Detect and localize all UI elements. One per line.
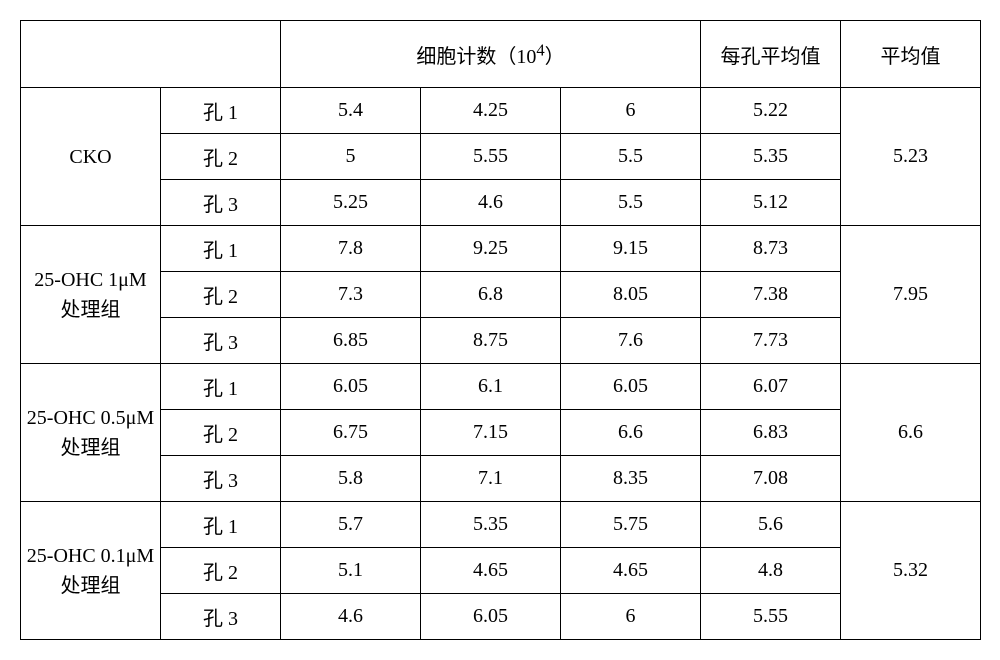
cell-value: 4.6	[281, 594, 421, 640]
well-label: 孔 1	[161, 502, 281, 548]
cell-value: 5.75	[561, 502, 701, 548]
cell-value: 5.5	[561, 134, 701, 180]
well-avg: 5.22	[701, 88, 841, 134]
well-avg: 5.12	[701, 180, 841, 226]
cell-value: 6.05	[561, 364, 701, 410]
well-avg: 4.8	[701, 548, 841, 594]
well-label: 孔 2	[161, 410, 281, 456]
table-row: CKO 孔 1 5.4 4.25 6 5.22 5.23	[21, 88, 981, 134]
table-row: 25-OHC 1μM处理组 孔 1 7.8 9.25 9.15 8.73 7.9…	[21, 226, 981, 272]
cell-value: 7.3	[281, 272, 421, 318]
header-cellcount: 细胞计数（104）	[281, 21, 701, 88]
cell-value: 7.15	[421, 410, 561, 456]
cell-value: 7.8	[281, 226, 421, 272]
cell-value: 6.75	[281, 410, 421, 456]
group-name: 25-OHC 0.1μM处理组	[21, 502, 161, 640]
header-blank	[21, 21, 281, 88]
group-avg: 7.95	[841, 226, 981, 364]
table-row: 孔 3 4.6 6.05 6 5.55	[21, 594, 981, 640]
table-header-row: 细胞计数（104） 每孔平均值 平均值	[21, 21, 981, 88]
header-cellcount-text: 细胞计数（10	[416, 46, 536, 68]
group-name: 25-OHC 0.5μM处理组	[21, 364, 161, 502]
table-row: 孔 3 6.85 8.75 7.6 7.73	[21, 318, 981, 364]
well-label: 孔 1	[161, 88, 281, 134]
header-avg: 平均值	[841, 21, 981, 88]
well-avg: 5.35	[701, 134, 841, 180]
well-label: 孔 2	[161, 134, 281, 180]
well-label: 孔 3	[161, 318, 281, 364]
cell-count-table: 细胞计数（104） 每孔平均值 平均值 CKO 孔 1 5.4 4.25 6 5…	[20, 20, 981, 640]
cell-value: 7.1	[421, 456, 561, 502]
cell-value: 7.6	[561, 318, 701, 364]
cell-value: 4.6	[421, 180, 561, 226]
cell-value: 4.65	[421, 548, 561, 594]
cell-value: 4.25	[421, 88, 561, 134]
table-row: 25-OHC 0.1μM处理组 孔 1 5.7 5.35 5.75 5.6 5.…	[21, 502, 981, 548]
header-cellcount-sup: 4	[536, 40, 544, 59]
cell-value: 5	[281, 134, 421, 180]
cell-value: 5.7	[281, 502, 421, 548]
cell-value: 5.25	[281, 180, 421, 226]
header-cellcount-close: ）	[545, 46, 565, 68]
cell-value: 6.1	[421, 364, 561, 410]
group-avg: 5.23	[841, 88, 981, 226]
well-avg: 8.73	[701, 226, 841, 272]
well-label: 孔 3	[161, 456, 281, 502]
well-label: 孔 1	[161, 364, 281, 410]
table-row: 孔 3 5.8 7.1 8.35 7.08	[21, 456, 981, 502]
table-row: 孔 2 7.3 6.8 8.05 7.38	[21, 272, 981, 318]
well-avg: 5.6	[701, 502, 841, 548]
cell-value: 5.4	[281, 88, 421, 134]
cell-value: 6.05	[281, 364, 421, 410]
cell-value: 6.05	[421, 594, 561, 640]
table-row: 孔 2 5 5.55 5.5 5.35	[21, 134, 981, 180]
cell-value: 5.1	[281, 548, 421, 594]
table-row: 孔 2 6.75 7.15 6.6 6.83	[21, 410, 981, 456]
well-avg: 6.07	[701, 364, 841, 410]
well-label: 孔 3	[161, 594, 281, 640]
table-row: 25-OHC 0.5μM处理组 孔 1 6.05 6.1 6.05 6.07 6…	[21, 364, 981, 410]
cell-value: 4.65	[561, 548, 701, 594]
group-name: CKO	[21, 88, 161, 226]
header-wellavg: 每孔平均值	[701, 21, 841, 88]
well-avg: 5.55	[701, 594, 841, 640]
group-name: 25-OHC 1μM处理组	[21, 226, 161, 364]
well-avg: 6.83	[701, 410, 841, 456]
well-label: 孔 3	[161, 180, 281, 226]
cell-value: 8.75	[421, 318, 561, 364]
well-avg: 7.08	[701, 456, 841, 502]
table-row: 孔 3 5.25 4.6 5.5 5.12	[21, 180, 981, 226]
well-label: 孔 1	[161, 226, 281, 272]
cell-value: 5.55	[421, 134, 561, 180]
well-avg: 7.73	[701, 318, 841, 364]
cell-value: 8.05	[561, 272, 701, 318]
cell-value: 8.35	[561, 456, 701, 502]
cell-value: 6	[561, 594, 701, 640]
well-label: 孔 2	[161, 272, 281, 318]
well-avg: 7.38	[701, 272, 841, 318]
cell-value: 5.5	[561, 180, 701, 226]
cell-value: 5.8	[281, 456, 421, 502]
cell-value: 6.8	[421, 272, 561, 318]
cell-value: 9.15	[561, 226, 701, 272]
group-avg: 6.6	[841, 364, 981, 502]
cell-value: 6	[561, 88, 701, 134]
table-row: 孔 2 5.1 4.65 4.65 4.8	[21, 548, 981, 594]
well-label: 孔 2	[161, 548, 281, 594]
cell-value: 6.6	[561, 410, 701, 456]
group-avg: 5.32	[841, 502, 981, 640]
cell-value: 9.25	[421, 226, 561, 272]
cell-value: 6.85	[281, 318, 421, 364]
cell-value: 5.35	[421, 502, 561, 548]
